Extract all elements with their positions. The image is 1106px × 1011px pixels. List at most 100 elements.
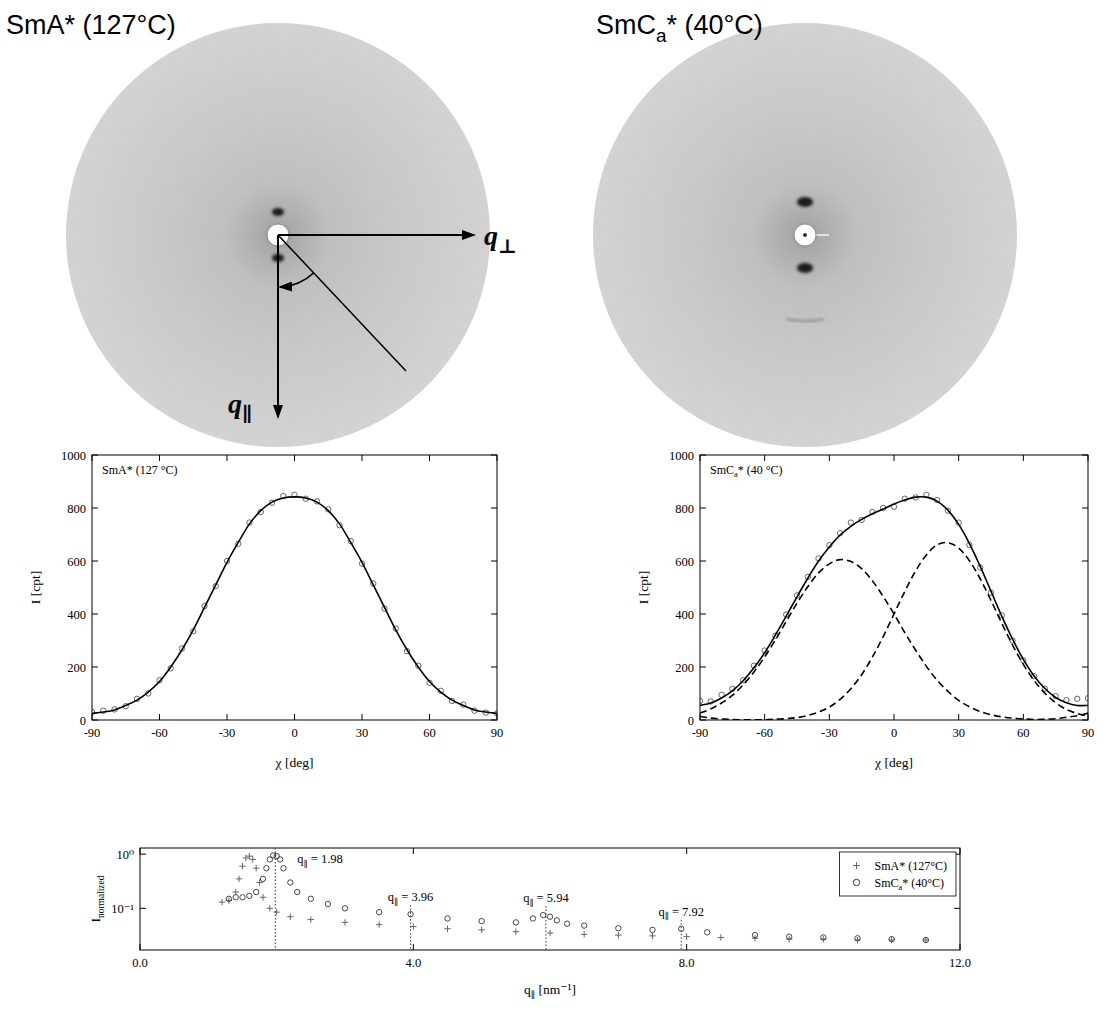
y-tick [92,667,98,668]
legend-label: SmCa* (40°C) [875,876,945,892]
x-tick-label: 4.0 [406,956,422,970]
x-tick [429,714,430,720]
y-tick-label: 800 [675,502,694,516]
data-point [240,895,245,900]
data-point [889,936,894,941]
beamstop [794,224,816,246]
data-point [478,927,484,933]
data-point [250,856,256,862]
x-tick [227,455,228,461]
azimuth-line [278,235,406,371]
y-tick [491,455,497,456]
y-tick-label: 600 [67,555,86,569]
x-tick [413,944,414,950]
data-point [513,929,519,935]
bragg-spot [272,208,284,216]
data-point [855,936,860,941]
x-tick-label: 60 [423,726,436,740]
data-point [616,925,621,930]
data-point [260,894,266,900]
y-tick-label: 400 [675,608,694,622]
y-tick [954,908,960,909]
y-tick [700,561,706,562]
x-tick [429,455,430,461]
x-tick [92,455,93,461]
y-tick [700,508,706,509]
data-point [564,921,569,926]
x-tick [227,714,228,720]
x-tick [362,714,363,720]
data-layer [700,492,1088,720]
data-point [288,880,293,885]
x-tick-label: 0 [891,726,897,740]
x-tick [1088,455,1089,461]
x-tick-label: -60 [151,726,168,740]
data-point [308,896,313,901]
axis-arrow [277,235,279,417]
y-tick [92,508,98,509]
peak-annotation: q∥ = 1.98 [275,848,344,950]
peak-label: q∥ = 7.92 [658,905,703,922]
data-point [239,863,245,869]
data-point [718,934,724,940]
legend-marker [853,862,860,869]
x-tick-label: 90 [491,726,504,740]
y-tick [700,614,706,615]
legend-box [840,852,956,896]
y-tick [1082,508,1088,509]
y-tick-label: 1000 [669,449,694,463]
x-tick-label: 0.0 [132,956,148,970]
label-patch [656,904,705,923]
y-tick [92,455,98,456]
peak-annotation: q∥ = 3.96 [386,889,435,950]
y-tick [700,455,706,456]
x-tick-label: 12.0 [949,956,971,970]
x-tick [894,455,895,461]
data-point [923,937,929,943]
detector-disc [66,23,490,447]
x-tick [829,455,830,461]
component-curve [700,560,1088,720]
y-axis-title: Inormalized [88,875,106,922]
x-tick-label: -60 [756,726,773,740]
x-tick [829,714,830,720]
x-tick [294,714,295,720]
y-tick-label: 800 [67,502,86,516]
x-tick-label: 8.0 [679,956,695,970]
data-point [786,934,791,939]
data-point [683,933,689,939]
axis-arrow [278,234,474,236]
y-tick [700,667,706,668]
x-tick-label: 0 [291,726,297,740]
y-tick [92,561,98,562]
x-axis-title: χ [deg] [874,755,913,770]
x-tick [294,455,295,461]
y-tick [140,908,146,909]
x-tick [159,714,160,720]
data-point [376,909,381,914]
y-tick-label: 10⁰ [116,848,134,862]
data-point [253,865,259,871]
data-point [445,916,450,921]
bragg-spot [797,197,813,207]
plot-frame [92,455,497,720]
y-tick-label: 0 [80,714,86,728]
label-patch [295,851,344,870]
y-tick [491,614,497,615]
data-layer [92,492,497,716]
data-point [274,853,279,858]
x-tick [497,714,498,720]
peak-line [410,905,411,950]
y-axis-title: I [cpt] [28,571,43,604]
fit-curve [92,497,497,714]
component-curve [700,543,1088,720]
bragg-spot [797,263,813,273]
data-point [554,918,559,923]
x-tick [159,455,160,461]
axis-label: q⊥ [484,220,517,257]
x-tick [140,944,141,950]
x-tick [1088,714,1089,720]
y-tick [491,667,497,668]
data-point [256,879,262,885]
y-tick-label: 0 [688,714,694,728]
